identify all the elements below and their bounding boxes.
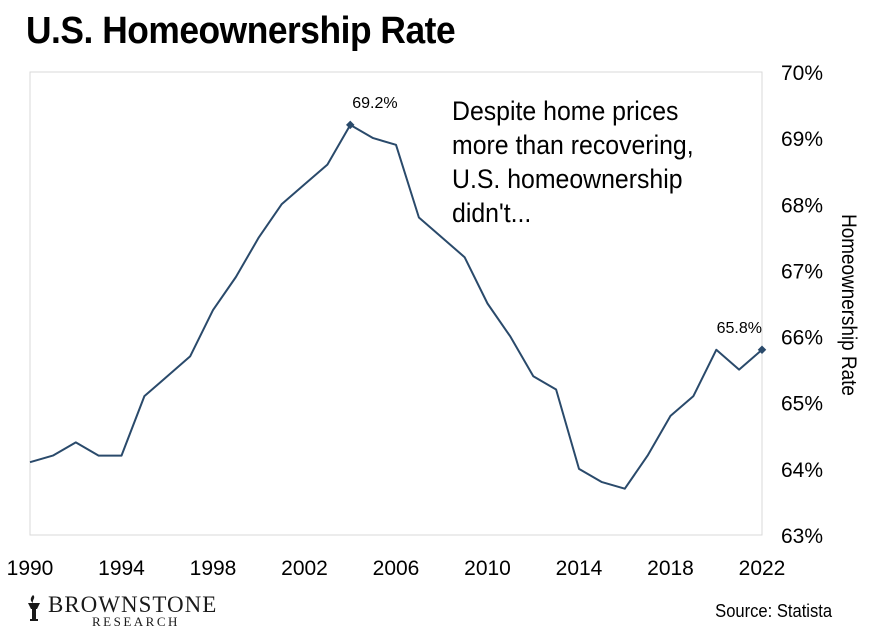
y-tick-label: 68% [781, 194, 823, 217]
chart-annotation: Despite home prices more than recovering… [452, 96, 694, 228]
source-note: Source: Statista [715, 601, 832, 621]
x-tick-label: 2002 [281, 557, 328, 580]
data-point-marker [346, 120, 355, 130]
y-tick-label: 69% [781, 128, 823, 151]
x-tick-label: 2018 [647, 557, 694, 580]
data-labels: 69.2% 65.8% [346, 95, 767, 355]
x-tick-label: 2014 [556, 557, 603, 580]
y-axis-label: Homeownership Rate [837, 214, 860, 396]
y-tick-label: 64% [781, 459, 823, 482]
series-line [29, 123, 763, 490]
x-axis-tick-labels: 1990 1994 1998 2002 2006 2010 2014 2018 2022 [7, 557, 786, 580]
logo-subtitle: RESEARCH [92, 614, 180, 629]
y-tick-label: 66% [781, 327, 823, 350]
y-tick-label: 67% [781, 260, 823, 283]
y-tick-label: 65% [781, 393, 823, 416]
data-label: 65.8% [717, 320, 762, 337]
torch-icon [28, 595, 40, 621]
x-tick-label: 2022 [739, 557, 786, 580]
chart-title: U.S. Homeownership Rate [26, 10, 456, 52]
data-label: 69.2% [352, 95, 397, 112]
series-group [29, 123, 763, 490]
data-point-marker [757, 345, 767, 355]
x-tick-label: 2006 [373, 557, 420, 580]
y-tick-label: 70% [781, 62, 823, 85]
y-axis-tick-labels: 63% 64% 65% 66% 67% 68% 69% 70% [781, 62, 823, 548]
logo-name: BROWNSTONE [48, 592, 218, 617]
x-tick-label: 1994 [98, 557, 145, 580]
x-tick-label: 1990 [7, 557, 54, 580]
x-tick-label: 1998 [190, 557, 237, 580]
y-tick-label: 63% [781, 525, 823, 548]
x-tick-label: 2010 [464, 557, 511, 580]
plot-frame [29, 71, 763, 536]
